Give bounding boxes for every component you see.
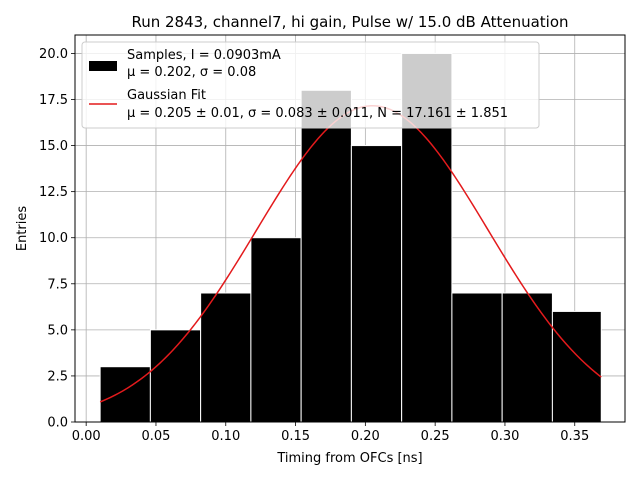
legend: Samples, I = 0.0903mA μ = 0.202, σ = 0.0… — [81, 41, 540, 129]
histogram-bar — [350, 145, 403, 423]
legend-box — [81, 41, 540, 129]
y-tick-label: 10.0 — [39, 231, 68, 246]
histogram-bar — [451, 292, 503, 423]
histogram-bar — [501, 292, 553, 423]
histogram-bars — [99, 52, 602, 423]
y-tick-label: 15.0 — [39, 139, 68, 154]
histogram-bar — [99, 366, 151, 423]
legend-samples-line2: μ = 0.202, σ = 0.08 — [127, 65, 256, 80]
plot-frame — [74, 34, 626, 423]
histogram-bar — [250, 237, 302, 423]
histogram-bar — [300, 89, 352, 423]
legend-samples-line1: Samples, I = 0.0903mA — [127, 48, 281, 63]
y-tick-label: 20.0 — [39, 47, 68, 62]
x-tick-label: 0.25 — [421, 429, 450, 444]
y-tick-label: 17.5 — [39, 93, 68, 108]
y-tick-label: 7.5 — [47, 277, 68, 292]
x-tick-label: 0.30 — [490, 429, 519, 444]
histogram-bar — [200, 292, 252, 423]
legend-samples-swatch — [89, 61, 117, 71]
histogram-bar — [551, 310, 602, 423]
x-axis-label: Timing from OFCs [ns] — [276, 451, 422, 466]
y-axis-label: Entries — [15, 206, 30, 252]
histogram-bar — [149, 329, 202, 423]
y-tick-label: 0.0 — [47, 416, 68, 431]
y-tick-label: 5.0 — [47, 323, 68, 338]
x-tick-label: 0.00 — [72, 429, 101, 444]
chart-title: Run 2843, channel7, hi gain, Pulse w/ 15… — [131, 13, 568, 31]
y-tick-label: 12.5 — [39, 185, 68, 200]
legend-fit-line1: Gaussian Fit — [127, 88, 206, 103]
x-tick-label: 0.15 — [281, 429, 310, 444]
x-tick-label: 0.35 — [560, 429, 589, 444]
x-tick-label: 0.05 — [141, 429, 170, 444]
x-tick-label: 0.10 — [211, 429, 240, 444]
legend-fit-line2: μ = 0.205 ± 0.01, σ = 0.083 ± 0.011, N =… — [127, 106, 508, 121]
x-axis-ticks: 0.00 0.05 0.10 0.15 0.20 0.25 0.30 0.35 — [72, 422, 589, 444]
x-tick-label: 0.20 — [351, 429, 380, 444]
y-axis-ticks: 0.0 2.5 5.0 7.5 10.0 12.5 15.0 17.5 20.0 — [39, 47, 75, 431]
y-tick-label: 2.5 — [47, 369, 68, 384]
